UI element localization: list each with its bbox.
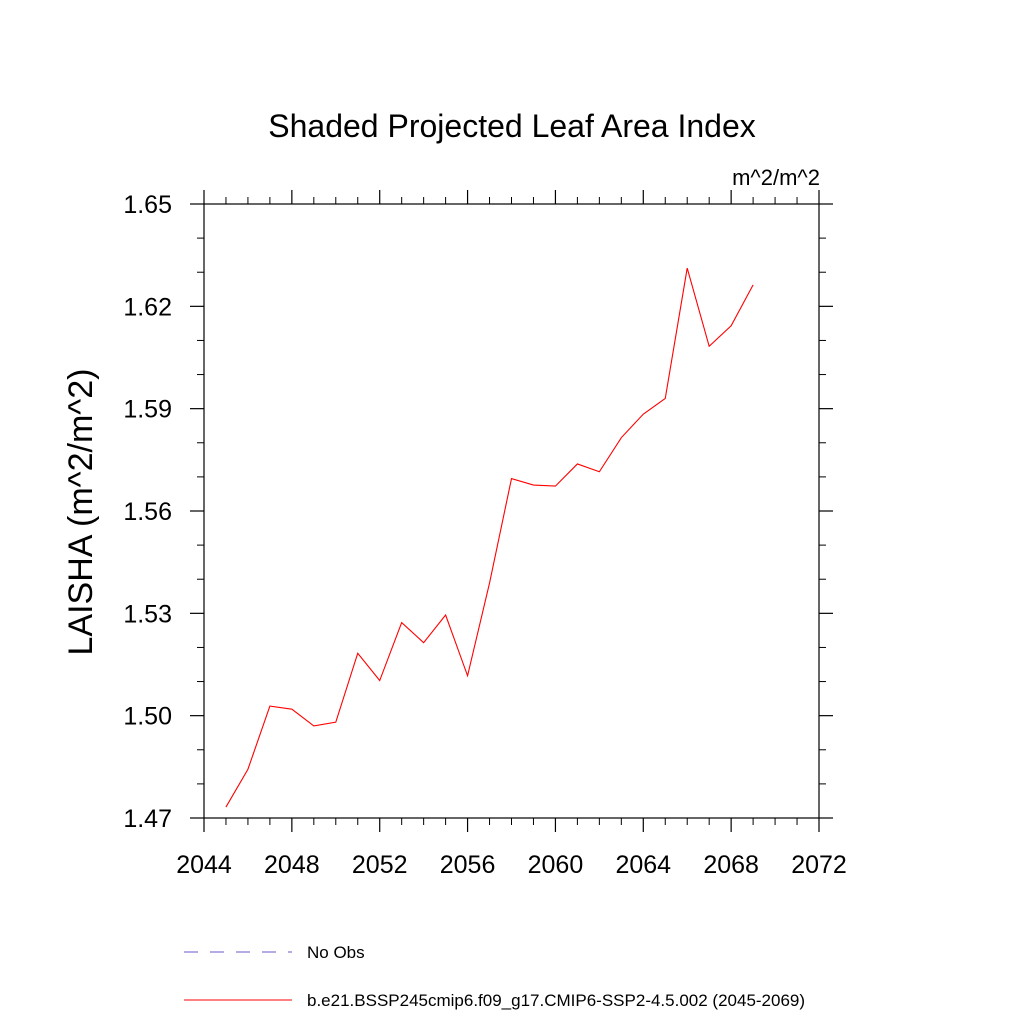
y-tick-label: 1.50 xyxy=(123,703,172,731)
x-tick-label: 2072 xyxy=(791,851,847,879)
y-tick-label: 1.59 xyxy=(123,396,172,424)
chart-title: Shaded Projected Leaf Area Index xyxy=(268,108,755,144)
y-axis-label: LAISHA (m^2/m^2) xyxy=(62,369,100,656)
axis-tick-labels: 2044 2048 2052 2056 2060 2064 2068 2072 1.47 1.50… xyxy=(123,191,846,879)
legend: No Obs b.e21.BSSP245cmip6.f09_g17.CMIP6-S… xyxy=(184,943,805,1010)
x-tick-label: 2052 xyxy=(352,851,408,879)
x-tick-label: 2056 xyxy=(440,851,496,879)
series-layer xyxy=(225,267,754,808)
plot-frame xyxy=(203,203,820,819)
y-tick-label: 1.56 xyxy=(123,498,172,526)
x-tick-label: 2064 xyxy=(615,851,671,879)
x-tick-label: 2068 xyxy=(703,851,759,879)
legend-label: b.e21.BSSP245cmip6.f09_g17.CMIP6-SSP2-4.… xyxy=(307,991,805,1010)
y-tick-label: 1.65 xyxy=(123,191,172,219)
y-tick-label: 1.47 xyxy=(123,805,172,833)
legend-label: No Obs xyxy=(307,943,365,962)
x-tick-label: 2044 xyxy=(176,851,232,879)
x-tick-label: 2060 xyxy=(528,851,584,879)
x-tick-label: 2048 xyxy=(264,851,320,879)
axis-ticks xyxy=(190,190,833,832)
y-tick-label: 1.62 xyxy=(123,293,172,321)
y-tick-label: 1.53 xyxy=(123,600,172,628)
units-label: m^2/m^2 xyxy=(732,165,820,190)
series-line xyxy=(225,267,754,808)
